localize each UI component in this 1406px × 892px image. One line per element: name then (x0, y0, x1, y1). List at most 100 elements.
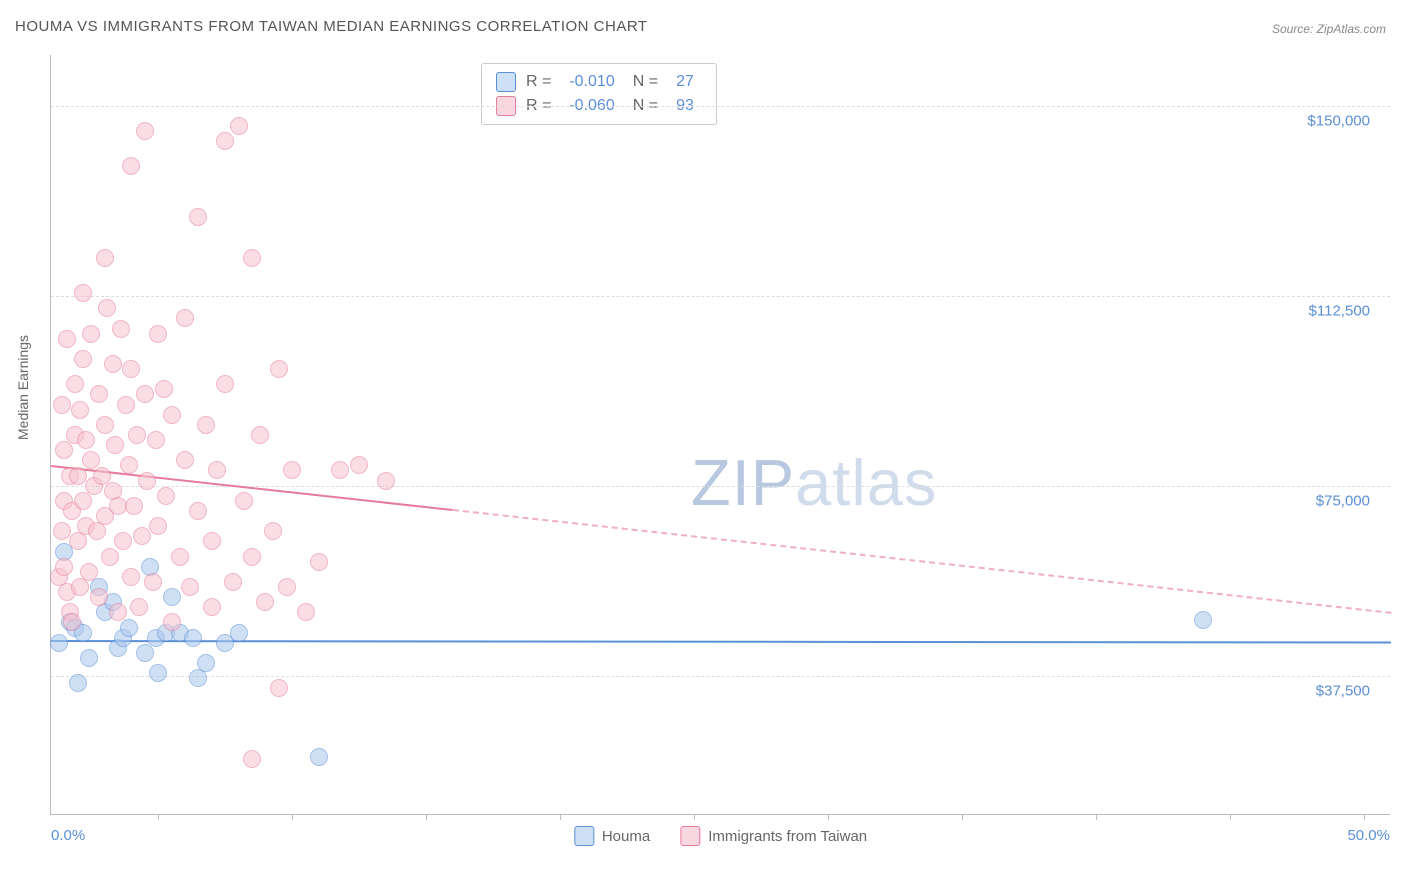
data-point (136, 644, 154, 662)
gridline (51, 676, 1390, 677)
data-point (66, 375, 84, 393)
legend-item-houma: Houma (574, 826, 650, 846)
data-point (283, 461, 301, 479)
data-point (122, 568, 140, 586)
data-point (90, 385, 108, 403)
data-point (243, 249, 261, 267)
data-point (55, 441, 73, 459)
x-tick-mark (1096, 814, 1097, 820)
legend-stats-box: R = -0.010 N = 27 R = -0.060 N = 93 (481, 63, 717, 125)
data-point (138, 472, 156, 490)
data-point (189, 208, 207, 226)
data-point (163, 406, 181, 424)
data-point (171, 548, 189, 566)
data-point (55, 558, 73, 576)
stat-r-houma: -0.010 (561, 73, 622, 91)
data-point (278, 578, 296, 596)
data-point (350, 456, 368, 474)
data-point (197, 654, 215, 672)
x-tick-mark (426, 814, 427, 820)
data-point (125, 497, 143, 515)
data-point (203, 532, 221, 550)
data-point (184, 629, 202, 647)
data-point (130, 598, 148, 616)
legend-stats-row-houma: R = -0.010 N = 27 (496, 70, 702, 94)
stat-n-label: N = (633, 73, 658, 91)
data-point (50, 634, 68, 652)
gridline (51, 296, 1390, 297)
data-point (163, 588, 181, 606)
data-point (80, 563, 98, 581)
data-point (82, 325, 100, 343)
y-tick-label: $37,500 (1316, 682, 1370, 699)
data-point (189, 502, 207, 520)
data-point (74, 492, 92, 510)
data-point (120, 619, 138, 637)
data-point (74, 350, 92, 368)
source-label: Source: ZipAtlas.com (1272, 22, 1386, 36)
data-point (155, 380, 173, 398)
data-point (120, 456, 138, 474)
x-tick-mark (694, 814, 695, 820)
data-point (256, 593, 274, 611)
data-point (243, 750, 261, 768)
data-point (101, 548, 119, 566)
data-point (96, 416, 114, 434)
data-point (176, 451, 194, 469)
data-point (104, 355, 122, 373)
y-tick-label: $75,000 (1316, 492, 1370, 509)
data-point (1194, 611, 1212, 629)
data-point (96, 249, 114, 267)
data-point (74, 284, 92, 302)
data-point (53, 522, 71, 540)
bottom-legend: Houma Immigrants from Taiwan (574, 826, 867, 846)
data-point (310, 748, 328, 766)
y-tick-label: $112,500 (1309, 302, 1370, 319)
data-point (176, 309, 194, 327)
data-point (157, 487, 175, 505)
data-point (58, 330, 76, 348)
chart-plot-area: ZIPatlas R = -0.010 N = 27 R = -0.060 N … (50, 55, 1390, 815)
gridline (51, 106, 1390, 107)
trend-line (51, 640, 1391, 644)
data-point (230, 117, 248, 135)
x-tick-mark (560, 814, 561, 820)
y-axis-title: Median Earnings (15, 335, 31, 440)
stat-r-label: R = (526, 73, 551, 91)
x-tick-mark (292, 814, 293, 820)
data-point (117, 396, 135, 414)
data-point (144, 573, 162, 591)
data-point (112, 320, 130, 338)
data-point (69, 674, 87, 692)
data-point (208, 461, 226, 479)
data-point (377, 472, 395, 490)
data-point (136, 122, 154, 140)
data-point (224, 573, 242, 591)
x-tick-mark (158, 814, 159, 820)
data-point (122, 360, 140, 378)
data-point (216, 132, 234, 150)
chart-title: HOUMA VS IMMIGRANTS FROM TAIWAN MEDIAN E… (15, 18, 648, 35)
swatch-houma-icon (574, 826, 594, 846)
x-tick-max: 50.0% (1347, 827, 1390, 844)
data-point (310, 553, 328, 571)
data-point (90, 588, 108, 606)
data-point (149, 325, 167, 343)
data-point (251, 426, 269, 444)
data-point (149, 517, 167, 535)
data-point (114, 532, 132, 550)
data-point (63, 613, 81, 631)
data-point (98, 299, 116, 317)
swatch-houma-icon (496, 72, 516, 92)
x-tick-min: 0.0% (51, 827, 85, 844)
data-point (331, 461, 349, 479)
data-point (264, 522, 282, 540)
data-point (230, 624, 248, 642)
data-point (128, 426, 146, 444)
data-point (197, 416, 215, 434)
data-point (53, 396, 71, 414)
data-point (163, 613, 181, 631)
data-point (297, 603, 315, 621)
x-tick-mark (1230, 814, 1231, 820)
legend-label-houma: Houma (602, 828, 650, 845)
